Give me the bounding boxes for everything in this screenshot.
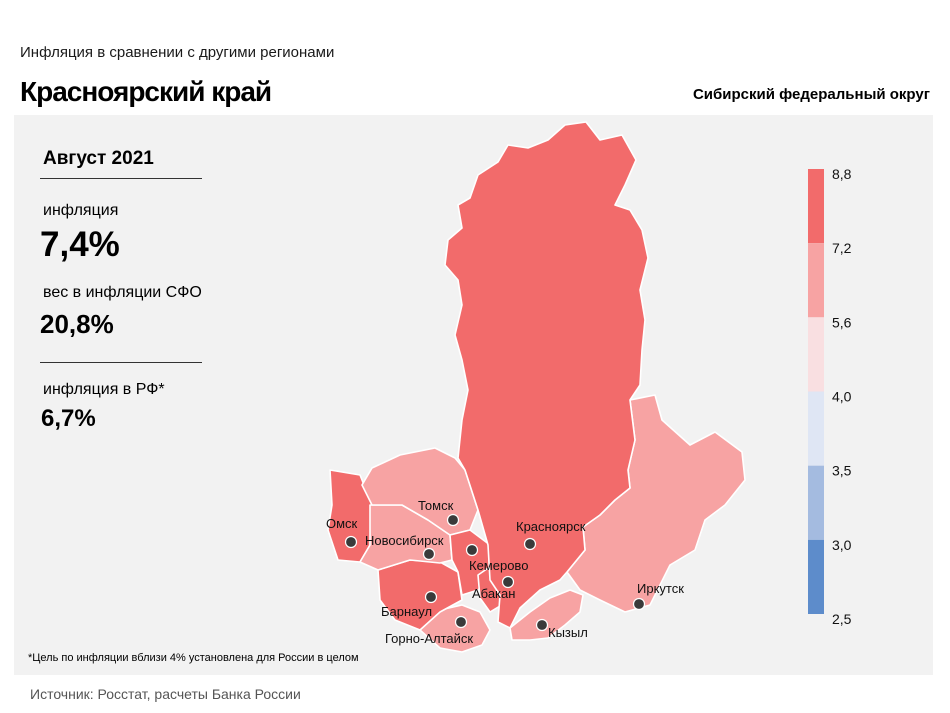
- city-dot-gorno-altaysk: [454, 615, 468, 629]
- city-label-novosibirsk: Новосибирск: [365, 533, 444, 548]
- weight-label: вес в инфляции СФО: [43, 284, 202, 301]
- city-label-omsk: Омск: [326, 516, 358, 531]
- city-dot-kyzyl: [535, 618, 549, 632]
- page-subtitle: Инфляция в сравнении с другими регионами: [20, 44, 335, 61]
- city-dot-kemerovo: [465, 543, 479, 557]
- divider: [40, 362, 202, 363]
- rf-inflation-value: 6,7%: [41, 405, 96, 432]
- city-label-barnaul: Барнаул: [381, 604, 432, 619]
- weight-value: 20,8%: [40, 309, 114, 339]
- divider: [40, 178, 202, 179]
- district-name: Сибирский федеральный округ: [692, 86, 930, 103]
- legend-tick-label: 2,5: [832, 611, 852, 627]
- legend-tick-label: 7,2: [832, 240, 852, 256]
- region-tuva: [509, 589, 584, 641]
- legend-band: [808, 243, 824, 318]
- city-label-abakan: Абакан: [472, 586, 515, 601]
- city-label-tomsk: Томск: [418, 498, 454, 513]
- city-dot-irkutsk: [632, 597, 646, 611]
- city-label-kyzyl: Кызыл: [548, 625, 588, 640]
- source-note: Источник: Росстат, расчеты Банка России: [30, 686, 301, 702]
- city-dot-omsk: [344, 535, 358, 549]
- legend-band: [808, 169, 824, 244]
- city-dot-tomsk: [446, 513, 460, 527]
- region-krasnoyarsk: [444, 121, 649, 629]
- legend-tick-label: 3,5: [832, 463, 852, 479]
- period-label: Август 2021: [43, 148, 154, 169]
- city-label-krasnoyarsk: Красноярск: [516, 519, 586, 534]
- footnote: *Цель по инфляции вблизи 4% установлена …: [28, 652, 359, 664]
- rf-inflation-label: инфляция в РФ*: [43, 381, 165, 398]
- inflation-value: 7,4%: [40, 225, 120, 264]
- city-dot-abakan: [501, 575, 515, 589]
- color-legend: 8,8 7,2 5,6 4,0 3,5 3,0 2,5: [808, 166, 852, 627]
- legend-tick-label: 3,0: [832, 537, 852, 553]
- legend-tick-label: 8,8: [832, 166, 852, 182]
- city-label-irkutsk: Иркутск: [637, 581, 684, 596]
- legend-band: [808, 465, 824, 540]
- city-label-kemerovo: Кемерово: [469, 558, 528, 573]
- legend-band: [808, 539, 824, 614]
- legend-tick-label: 5,6: [832, 314, 852, 330]
- city-dot-krasnoyarsk: [523, 537, 537, 551]
- city-dot-barnaul: [424, 590, 438, 604]
- city-dot-novosibirsk: [422, 547, 436, 561]
- legend-band: [808, 317, 824, 392]
- page-title: Красноярский край: [20, 76, 272, 107]
- city-label-gorno-altaysk: Горно-Алтайск: [385, 631, 473, 646]
- legend-tick-label: 4,0: [832, 389, 852, 405]
- legend-band: [808, 391, 824, 466]
- inflation-label: инфляция: [43, 202, 119, 219]
